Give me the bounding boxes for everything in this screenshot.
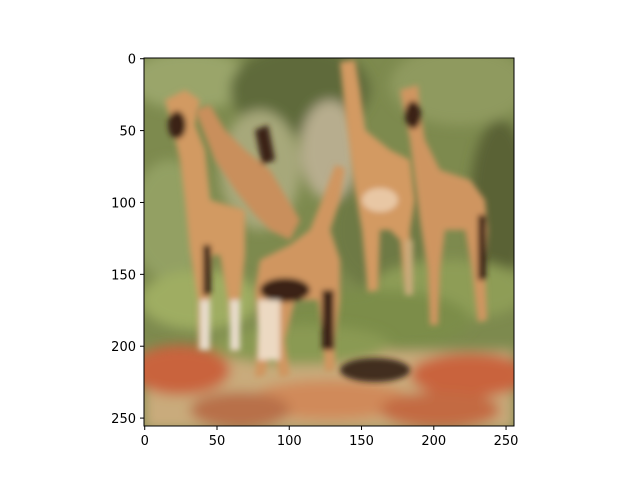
- x-axis-ticks: 0 50 100 150 200 250: [141, 426, 519, 449]
- y-tick-label: 50: [119, 125, 136, 140]
- axes-frame: [143, 57, 515, 427]
- x-tick-label: 150: [349, 434, 374, 449]
- x-tick-label: 50: [209, 434, 226, 449]
- x-tick-label: 0: [141, 434, 149, 449]
- y-tick-label: 150: [111, 268, 136, 283]
- y-tick-label: 200: [111, 340, 136, 355]
- y-tick-label: 0: [128, 53, 136, 68]
- x-tick-label: 200: [421, 434, 446, 449]
- y-tick-label: 250: [111, 412, 136, 427]
- y-axis-ticks: 0 50 100 150 200 250: [111, 53, 144, 427]
- x-tick-label: 100: [277, 434, 302, 449]
- image-plot-area: [144, 58, 514, 426]
- x-tick-label: 250: [494, 434, 519, 449]
- y-tick-label: 100: [111, 196, 136, 211]
